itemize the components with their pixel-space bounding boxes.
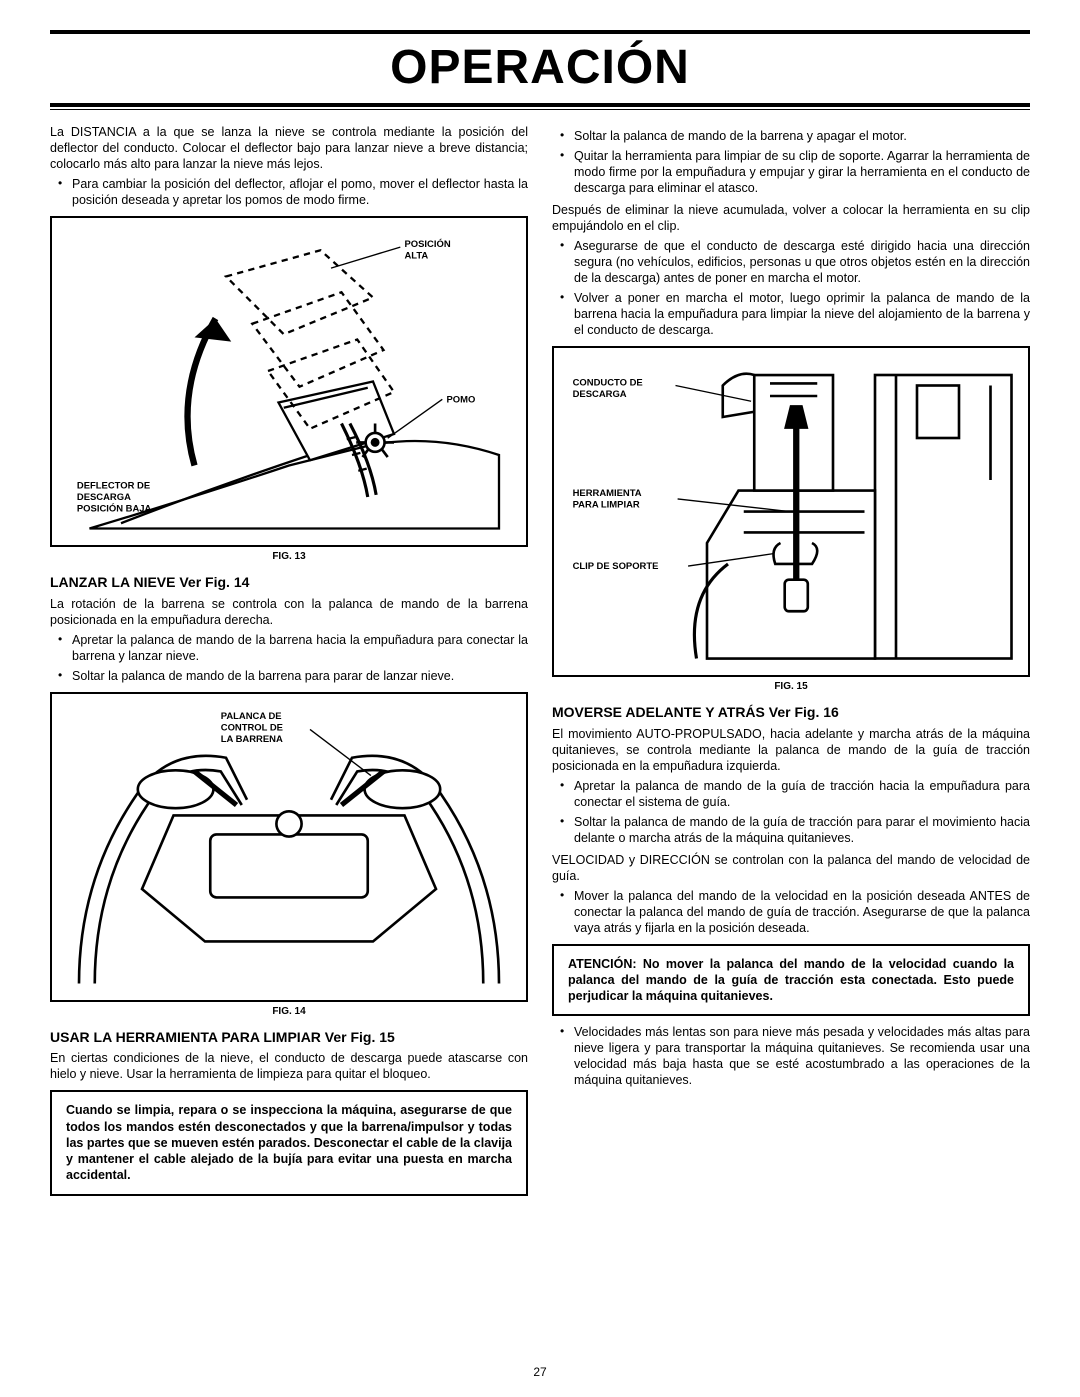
right-bullet-5: Velocidades más lentas son para nieve má… xyxy=(552,1024,1030,1088)
figure-15-svg: CONDUCTO DEDESCARGA HERRAMIENTAPARA LIMP… xyxy=(560,354,1022,669)
sec3-text: El movimiento AUTO-PROPULSADO, hacia ade… xyxy=(552,726,1030,774)
right-p1: Después de eliminar la nieve acumulada, … xyxy=(552,202,1030,234)
sec3-bullet-2: Soltar la palanca de mando de la guía de… xyxy=(552,814,1030,846)
right-bullet-1: Soltar la palanca de mando de la barrena… xyxy=(552,128,1030,144)
title-bar: OPERACIÓN xyxy=(50,36,1030,107)
right-bullet-2: Quitar la herramienta para limpiar de su… xyxy=(552,148,1030,196)
intro-bullet-1: Para cambiar la posición del deflector, … xyxy=(50,176,528,208)
right-column: Soltar la palanca de mando de la barrena… xyxy=(552,124,1030,1204)
page-number: 27 xyxy=(533,1365,546,1379)
sec1-bullet-2: Soltar la palanca de mando de la barrena… xyxy=(50,668,528,684)
page-title: OPERACIÓN xyxy=(50,40,1030,95)
sec2-text: En ciertas condiciones de la nieve, el c… xyxy=(50,1050,528,1082)
sec3-bullet-1: Apretar la palanca de mando de la guía d… xyxy=(552,778,1030,810)
right-bullet-4: Volver a poner en marcha el motor, luego… xyxy=(552,290,1030,338)
sec3-text-2: VELOCIDAD y DIRECCIÓN se controlan con l… xyxy=(552,852,1030,884)
left-column: La DISTANCIA a la que se lanza la nieve … xyxy=(50,124,528,1204)
right-bullet-3: Asegurarse de que el conducto de descarg… xyxy=(552,238,1030,286)
figure-15-box: CONDUCTO DEDESCARGA HERRAMIENTAPARA LIMP… xyxy=(552,346,1030,677)
sec2-heading: USAR LA HERRAMIENTA PARA LIMPIAR Ver Fig… xyxy=(50,1029,528,1047)
fig15-label-chute: CONDUCTO DEDESCARGA xyxy=(573,378,643,401)
fig13-label-high: POSICIÓNALTA xyxy=(405,238,451,262)
figure-13-box: POSICIÓNALTA POMO DEFLECTOR DEDESCARGAPO… xyxy=(50,216,528,547)
intro-text: La DISTANCIA a la que se lanza la nieve … xyxy=(50,124,528,172)
fig13-label-knob: POMO xyxy=(447,395,476,406)
fig15-label-tool: HERRAMIENTAPARA LIMPIAR xyxy=(573,488,642,511)
sec3-heading: MOVERSE ADELANTE Y ATRÁS Ver Fig. 16 xyxy=(552,704,1030,722)
fig13-caption: FIG. 13 xyxy=(50,551,528,564)
content-columns: La DISTANCIA a la que se lanza la nieve … xyxy=(50,124,1030,1204)
fig14-label: PALANCA DECONTROL DELA BARRENA xyxy=(221,711,283,745)
warning-box-2: ATENCIÓN: No mover la palanca del mando … xyxy=(552,944,1030,1017)
fig14-caption: FIG. 14 xyxy=(50,1006,528,1019)
sec3-bullet-3: Mover la palanca del mando de la velocid… xyxy=(552,888,1030,936)
fig15-caption: FIG. 15 xyxy=(552,681,1030,694)
figure-13-svg: POSICIÓNALTA POMO DEFLECTOR DEDESCARGAPO… xyxy=(58,224,520,539)
warning-box-1: Cuando se limpia, repara o se inspeccion… xyxy=(50,1090,528,1195)
sec1-bullet-1: Apretar la palanca de mando de la barren… xyxy=(50,632,528,664)
sec1-heading: LANZAR LA NIEVE Ver Fig. 14 xyxy=(50,574,528,592)
fig15-label-clip: CLIP DE SOPORTE xyxy=(573,561,659,572)
figure-14-svg: PALANCA DECONTROL DELA BARRENA xyxy=(58,700,520,994)
fig13-label-low: DEFLECTOR DEDESCARGAPOSICIÓN BAJA xyxy=(77,481,152,515)
figure-14-box: PALANCA DECONTROL DELA BARRENA xyxy=(50,692,528,1002)
sec1-text: La rotación de la barrena se controla co… xyxy=(50,596,528,628)
